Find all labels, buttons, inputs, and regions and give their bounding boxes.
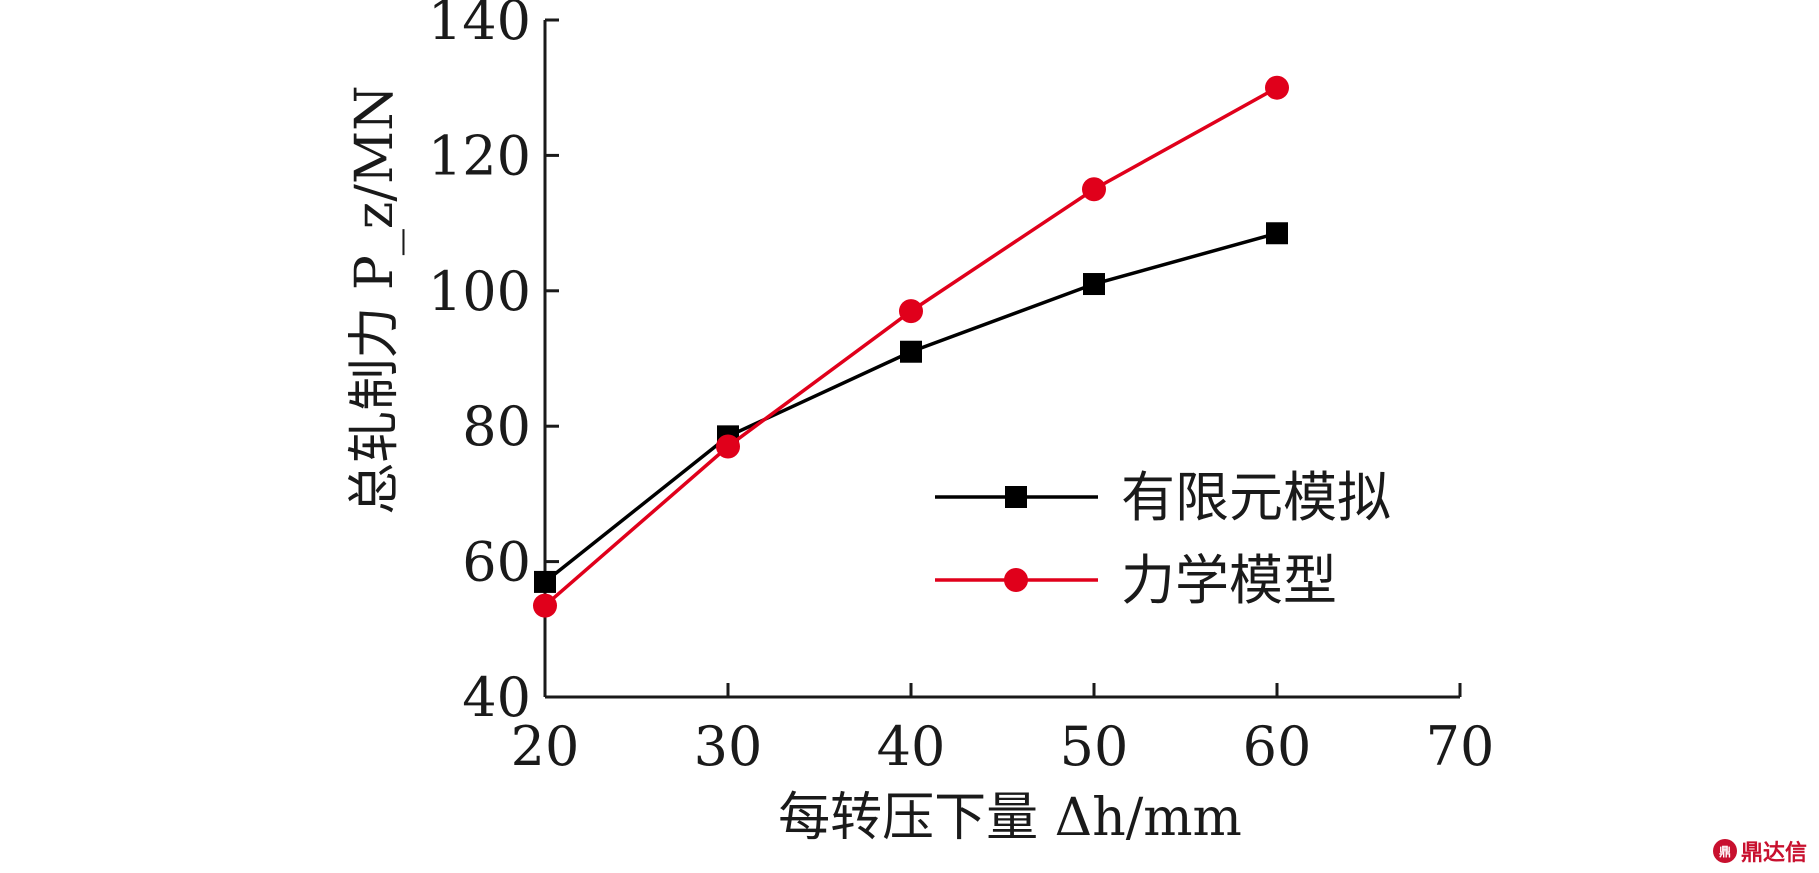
legend-label: 力学模型 (1121, 549, 1337, 612)
y-axis-ticks: 40 60 80 100 120 140 (428, 0, 559, 729)
legend-entry-2: 力学模型 (935, 549, 1337, 612)
watermark: 鼎 鼎达信 (1712, 835, 1807, 867)
data-point (1265, 75, 1289, 100)
data-point (716, 434, 740, 459)
series-1 (534, 222, 1288, 593)
x-tick-label: 40 (877, 715, 946, 778)
seal-logo-icon: 鼎 (1712, 839, 1737, 863)
x-tick-label: 70 (1426, 715, 1495, 778)
data-point (1082, 177, 1106, 202)
y-tick-label: 60 (462, 531, 531, 594)
x-tick-label: 50 (1060, 715, 1129, 778)
series-line (543, 231, 1278, 584)
y-axis-title: 总轧制力 P_z/MN (345, 85, 405, 514)
y-tick-label: 140 (428, 0, 531, 52)
data-point (899, 299, 923, 324)
data-point (1083, 273, 1105, 296)
series-2 (533, 75, 1289, 618)
data-point (534, 570, 556, 593)
y-tick-label: 80 (462, 395, 531, 458)
y-tick-label: 120 (428, 124, 531, 187)
x-tick-label: 30 (694, 715, 763, 778)
watermark-text: 鼎达信 (1740, 841, 1807, 866)
legend-label: 有限元模拟 (1121, 466, 1391, 529)
legend-marker (1005, 486, 1027, 508)
legend-marker (1004, 568, 1028, 592)
y-tick-label: 100 (428, 260, 531, 323)
data-point (533, 593, 557, 618)
data-point (900, 340, 922, 363)
x-tick-label: 20 (511, 715, 580, 778)
series-layer (533, 75, 1289, 618)
x-axis-ticks: 20 30 40 50 60 70 (511, 683, 1495, 778)
y-tick-label: 40 (462, 666, 531, 729)
x-tick-label: 60 (1243, 715, 1312, 778)
x-axis-title: 每转压下量 Δh/mm (778, 788, 1242, 848)
legend-entry-1: 有限元模拟 (935, 466, 1391, 529)
data-point (1266, 222, 1288, 245)
